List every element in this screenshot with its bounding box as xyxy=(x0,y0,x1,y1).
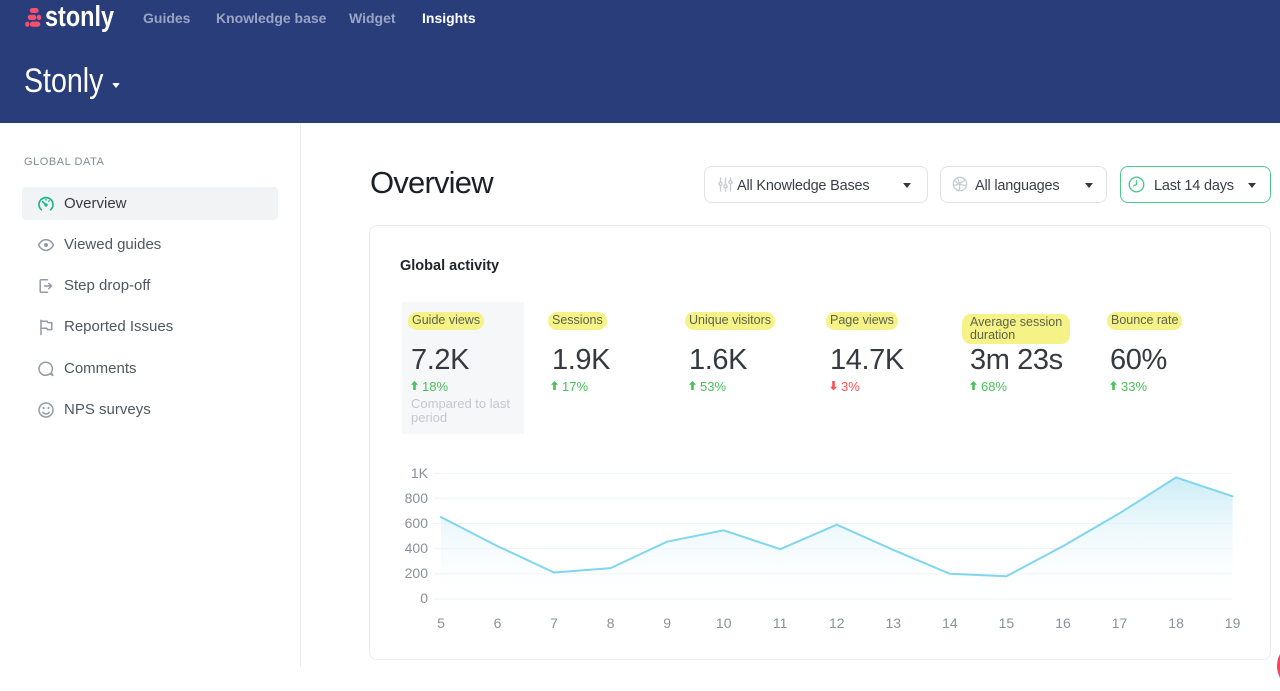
svg-text:800: 800 xyxy=(405,490,429,506)
svg-text:8: 8 xyxy=(607,615,615,631)
svg-text:18: 18 xyxy=(1168,615,1184,631)
svg-text:14: 14 xyxy=(942,615,958,631)
svg-text:600: 600 xyxy=(405,515,429,531)
svg-text:1K: 1K xyxy=(411,465,429,481)
svg-text:19: 19 xyxy=(1225,615,1241,631)
svg-text:0: 0 xyxy=(420,590,428,606)
svg-text:6: 6 xyxy=(494,615,502,631)
svg-text:200: 200 xyxy=(405,565,429,581)
svg-text:9: 9 xyxy=(663,615,671,631)
svg-text:10: 10 xyxy=(716,615,732,631)
svg-text:5: 5 xyxy=(437,615,445,631)
svg-text:400: 400 xyxy=(405,540,429,556)
svg-text:13: 13 xyxy=(886,615,902,631)
svg-text:17: 17 xyxy=(1112,615,1128,631)
svg-text:12: 12 xyxy=(829,615,845,631)
svg-text:16: 16 xyxy=(1055,615,1071,631)
svg-text:7: 7 xyxy=(550,615,558,631)
svg-text:11: 11 xyxy=(773,615,788,631)
svg-text:15: 15 xyxy=(999,615,1015,631)
